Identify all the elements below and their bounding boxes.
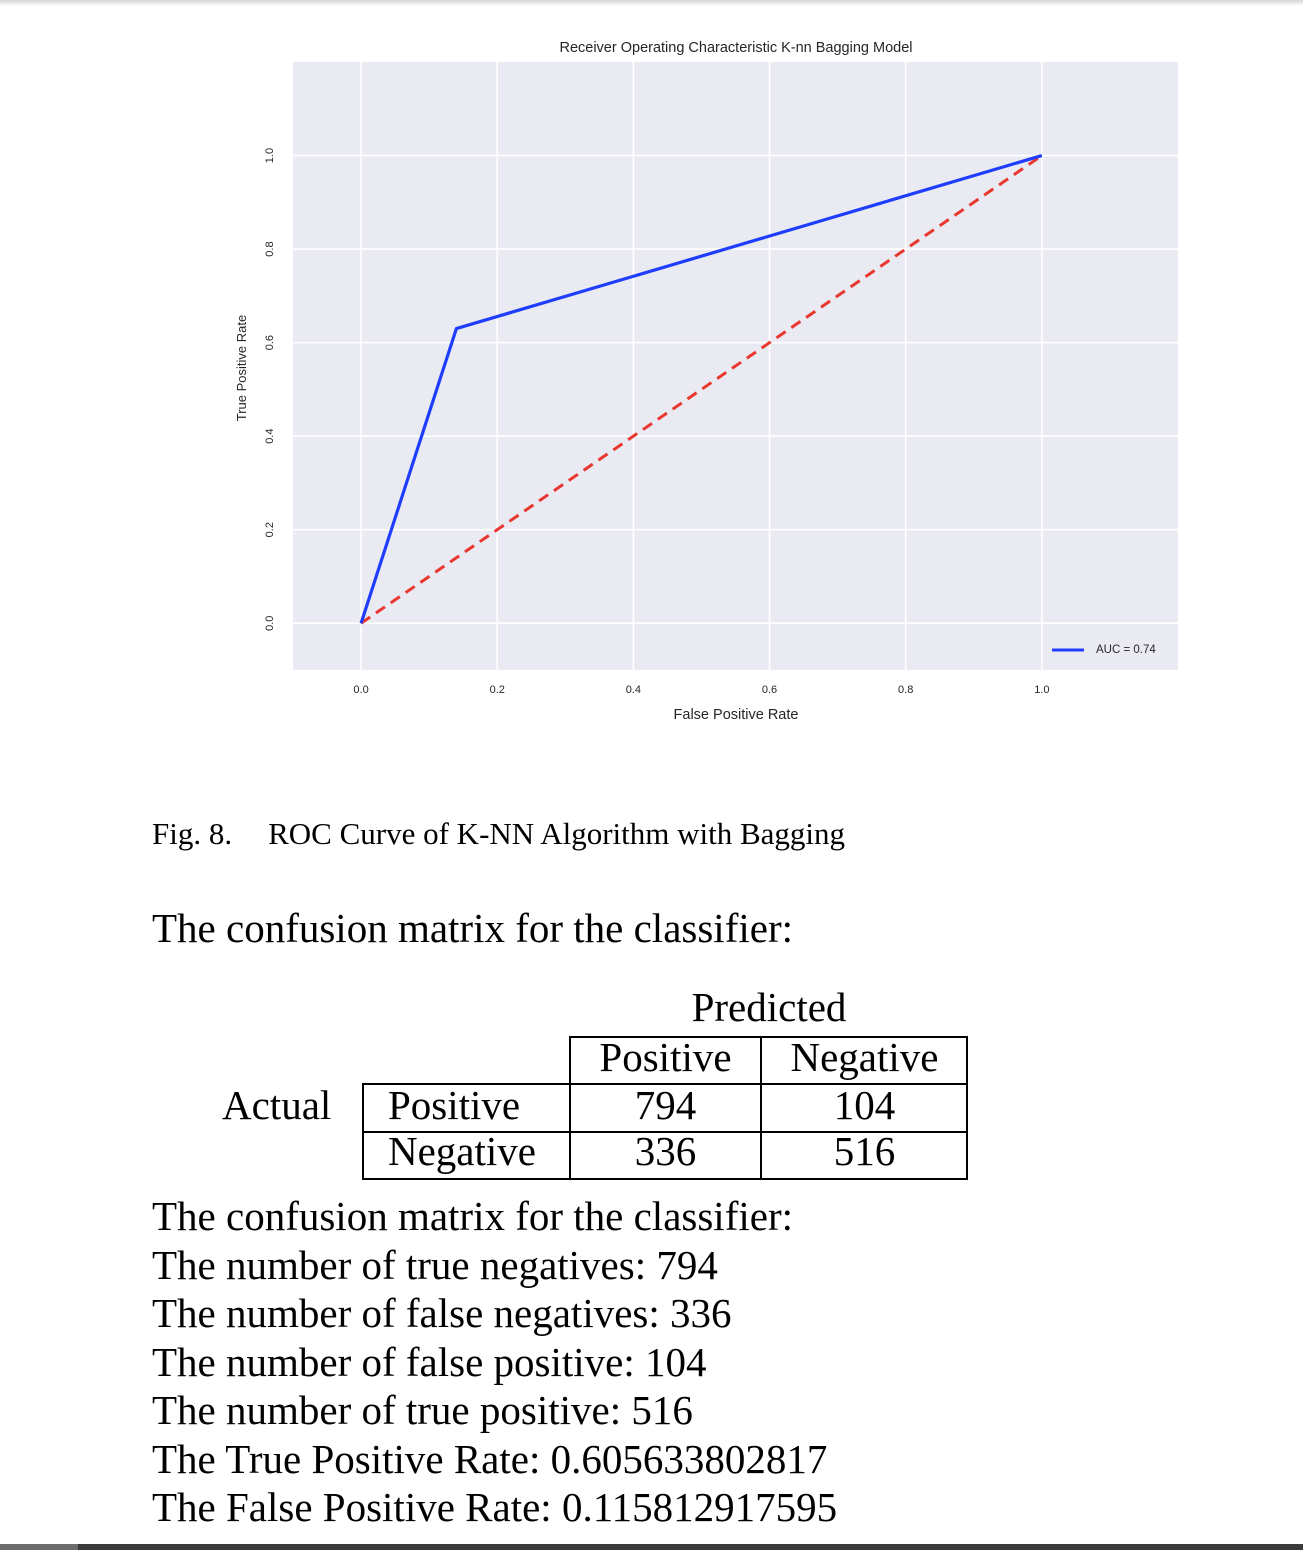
x-tick-label: 0.6 (762, 684, 777, 696)
col-header-positive: Positive (599, 1034, 732, 1080)
roc-curve-line (359, 154, 1043, 624)
stats-line: The number of true positive: 516 (152, 1387, 693, 1433)
stats-line: The confusion matrix for the classifier: (152, 1193, 793, 1239)
y-tick-label: 1.0 (264, 148, 276, 163)
x-tick-label: 0.4 (626, 684, 641, 696)
cell-fn: 336 (634, 1128, 697, 1174)
y-tick-label: 0.4 (264, 429, 276, 444)
legend-label: AUC = 0.74 (1096, 644, 1156, 656)
figure-caption-text: ROC Curve of K-NN Algorithm with Bagging (268, 816, 846, 851)
stats-line: The number of false positive: 104 (152, 1338, 707, 1385)
x-tick-label: 0.2 (490, 684, 505, 696)
cell-tn: 794 (634, 1082, 697, 1128)
row-header-positive: Positive (388, 1082, 521, 1128)
table-rule (362, 1083, 968, 1085)
stats-line: The number of false negatives: 336 (152, 1290, 732, 1336)
grid-lines (293, 62, 1178, 670)
viewer-bottom-bar (0, 1544, 1303, 1550)
series-layer (359, 154, 1043, 625)
table-rule (966, 1036, 968, 1180)
actual-label: Actual (222, 1082, 332, 1128)
page-top-shadow (0, 0, 1303, 6)
col-header-negative: Negative (790, 1034, 939, 1080)
table-rule (570, 1036, 968, 1038)
table-rule (569, 1036, 571, 1180)
figure-caption: Fig. 8. ROC Curve of K-NN Algorithm with … (152, 816, 845, 852)
x-axis-label: False Positive Rate (674, 707, 799, 723)
matrix-intro: The confusion matrix for the classifier: (152, 905, 793, 951)
y-tick-label: 0.6 (264, 335, 276, 350)
y-tick-label: 0.2 (264, 522, 276, 537)
table-rule (760, 1036, 762, 1180)
predicted-label: Predicted (691, 984, 847, 1030)
x-tick-label: 1.0 (1034, 684, 1049, 696)
tick-labels: 0.0 0.2 0.4 0.6 0.8 1.0 0.0 0.2 0.4 0.6 0.8 1.0 (264, 148, 1050, 696)
viewer-bottom-tab[interactable] (0, 1544, 78, 1550)
cell-tp: 516 (833, 1128, 896, 1174)
chance-diagonal-line (360, 154, 1043, 625)
x-tick-label: 0.8 (898, 684, 913, 696)
y-tick-label: 0.0 (264, 616, 276, 631)
row-header-negative: Negative (388, 1128, 536, 1174)
x-tick-label: 0.0 (353, 684, 368, 696)
stats-line: The False Positive Rate: 0.115812917595 (152, 1484, 838, 1530)
stats-line: The number of true negatives: 794 (152, 1241, 718, 1288)
roc-chart: Receiver Operating Characteristic K-nn B… (234, 40, 1178, 723)
legend: AUC = 0.74 (1052, 644, 1156, 656)
stats-line: The True Positive Rate: 0.605633802817 (152, 1435, 828, 1482)
y-tick-label: 0.8 (264, 241, 276, 256)
stats-block: The confusion matrix for the classifier:… (152, 1192, 837, 1532)
table-rule (362, 1178, 968, 1180)
figure-number: Fig. 8. (152, 816, 233, 851)
table-rule (362, 1083, 364, 1180)
chart-title: Receiver Operating Characteristic K-nn B… (559, 40, 912, 56)
table-rule (362, 1131, 968, 1133)
cell-fp: 104 (833, 1082, 896, 1128)
y-axis-label: True Positive Rate (234, 315, 249, 421)
